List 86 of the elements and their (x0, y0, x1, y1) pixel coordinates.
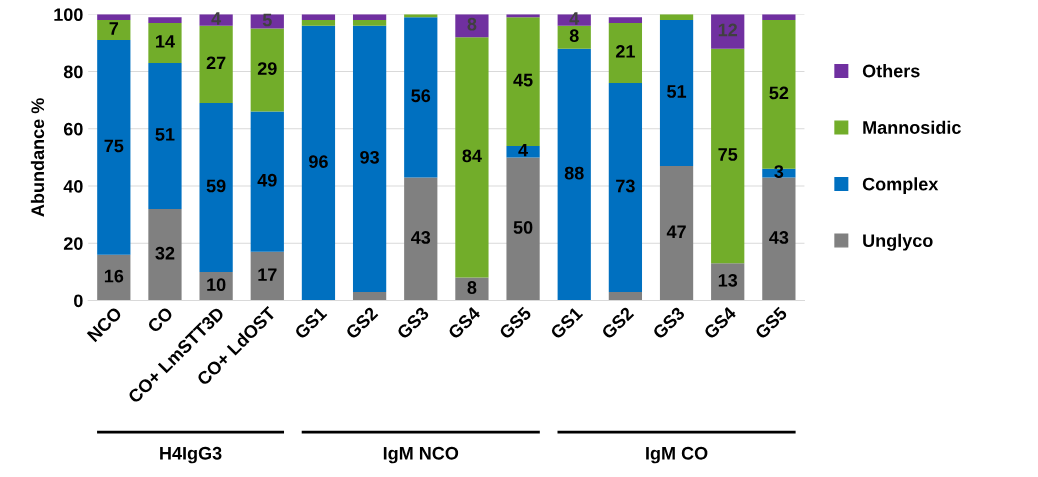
data-label: 84 (462, 149, 482, 163)
bar (506, 17, 540, 146)
data-label: 21 (615, 45, 635, 58)
data-label: 51 (667, 85, 687, 98)
text: IgM NCO (383, 446, 459, 464)
bar (148, 208, 182, 301)
data-label: 96 (309, 155, 328, 168)
data-label: 59 (206, 179, 226, 193)
data-label: 75 (718, 148, 738, 161)
bar (301, 20, 336, 26)
data-label: 50 (513, 221, 533, 234)
data-label: 75 (104, 139, 124, 153)
data-label: 17 (258, 268, 277, 281)
y-tick-label: 0 (74, 294, 83, 308)
data-label: 16 (104, 269, 124, 283)
data-label: 5 (262, 13, 272, 27)
data-label: 4 (211, 12, 222, 25)
bar (148, 62, 182, 209)
bar (557, 48, 591, 301)
data-label: 43 (410, 231, 431, 244)
data-label: 27 (206, 56, 226, 70)
bar (762, 177, 796, 301)
data-label: 49 (257, 173, 277, 187)
bar (148, 22, 182, 63)
y-tick-label: 80 (63, 65, 83, 79)
bar (608, 291, 643, 301)
data-label: 12 (718, 23, 738, 37)
bar (608, 22, 643, 83)
bar (97, 20, 131, 41)
data-label: 8 (569, 29, 579, 43)
data-label: 32 (155, 246, 175, 260)
bar (659, 20, 694, 166)
text: IgM CO (646, 446, 708, 464)
bar (352, 20, 387, 26)
data-label: 7 (109, 22, 119, 35)
data-label: 47 (666, 225, 686, 238)
legend-label: Others (862, 64, 920, 78)
bar (352, 25, 387, 292)
bar (404, 177, 438, 301)
legend-label: Complex (862, 177, 939, 195)
y-tick-label: 20 (63, 237, 83, 250)
x-tick-label: GS1 (293, 306, 328, 340)
y-tick-label: 60 (63, 122, 83, 136)
bar (506, 157, 540, 301)
text: H4IgG3 (160, 446, 222, 464)
bar (352, 291, 387, 301)
bar (199, 25, 233, 104)
data-label: 4 (569, 12, 580, 25)
bar (557, 25, 591, 49)
bar (250, 111, 284, 252)
bar (250, 251, 284, 301)
data-label: 56 (411, 89, 431, 103)
data-label: 3 (774, 165, 784, 179)
data-label: 13 (718, 273, 738, 287)
bar (97, 40, 131, 255)
data-label: 14 (156, 35, 175, 48)
data-label: 93 (360, 150, 379, 164)
bar (199, 103, 233, 272)
x-tick-label: GS1 (549, 306, 584, 340)
bar (711, 48, 745, 264)
data-label: 51 (155, 128, 175, 141)
data-label: 73 (616, 179, 635, 193)
bar (97, 254, 131, 301)
data-label: 8 (467, 17, 477, 31)
data-label: 45 (513, 73, 533, 87)
y-tick-label: 40 (63, 179, 83, 193)
legend-label: Unglyco (863, 233, 933, 251)
bar (455, 37, 489, 278)
bar (404, 17, 438, 178)
data-label: 10 (207, 278, 226, 292)
y-axis-title: Abundance % (30, 98, 45, 217)
legend-label: Mannosidic (863, 120, 961, 134)
y-tick-label: 100 (54, 8, 83, 22)
data-label: 88 (564, 166, 584, 180)
bar (148, 17, 182, 23)
data-label: 29 (257, 62, 277, 75)
bar (608, 83, 643, 292)
bar (608, 17, 643, 23)
bar (659, 166, 694, 301)
data-label: 4 (518, 143, 528, 157)
data-label: 52 (769, 86, 789, 100)
bar (250, 28, 284, 112)
data-label: 8 (467, 281, 477, 294)
data-label: 43 (769, 231, 789, 244)
bar (711, 263, 745, 301)
bar (301, 25, 336, 301)
